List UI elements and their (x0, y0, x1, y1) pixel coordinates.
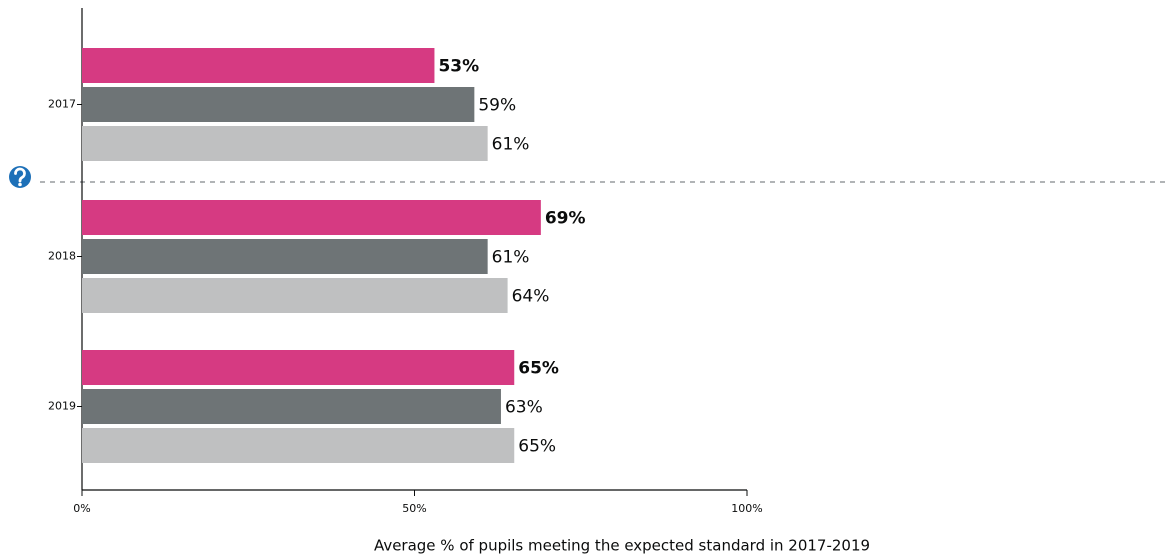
bar (82, 87, 475, 122)
bar (82, 239, 488, 274)
x-axis-label: Average % of pupils meeting the expected… (374, 537, 870, 555)
value-label: 63% (505, 398, 543, 418)
value-label: 53% (438, 57, 479, 77)
x-tick-label: 100% (731, 502, 762, 515)
bar (82, 428, 515, 463)
bar (82, 48, 435, 83)
value-label: 69% (545, 209, 586, 229)
value-label: 64% (512, 287, 550, 307)
bar (82, 126, 488, 161)
y-tick-label: 2019 (48, 400, 76, 413)
value-label: 65% (518, 437, 556, 457)
value-label: 65% (518, 359, 559, 379)
bar (82, 200, 541, 235)
value-label: 59% (478, 96, 516, 116)
bar (82, 278, 508, 313)
bar (82, 350, 515, 385)
bar (82, 389, 501, 424)
x-tick-label: 50% (402, 502, 426, 515)
y-tick-label: 2017 (48, 98, 76, 111)
x-tick-label: 0% (73, 502, 90, 515)
help-icon[interactable] (9, 166, 31, 188)
value-label: 61% (492, 135, 530, 155)
y-tick-label: 2018 (48, 250, 76, 263)
value-label: 61% (492, 248, 530, 268)
